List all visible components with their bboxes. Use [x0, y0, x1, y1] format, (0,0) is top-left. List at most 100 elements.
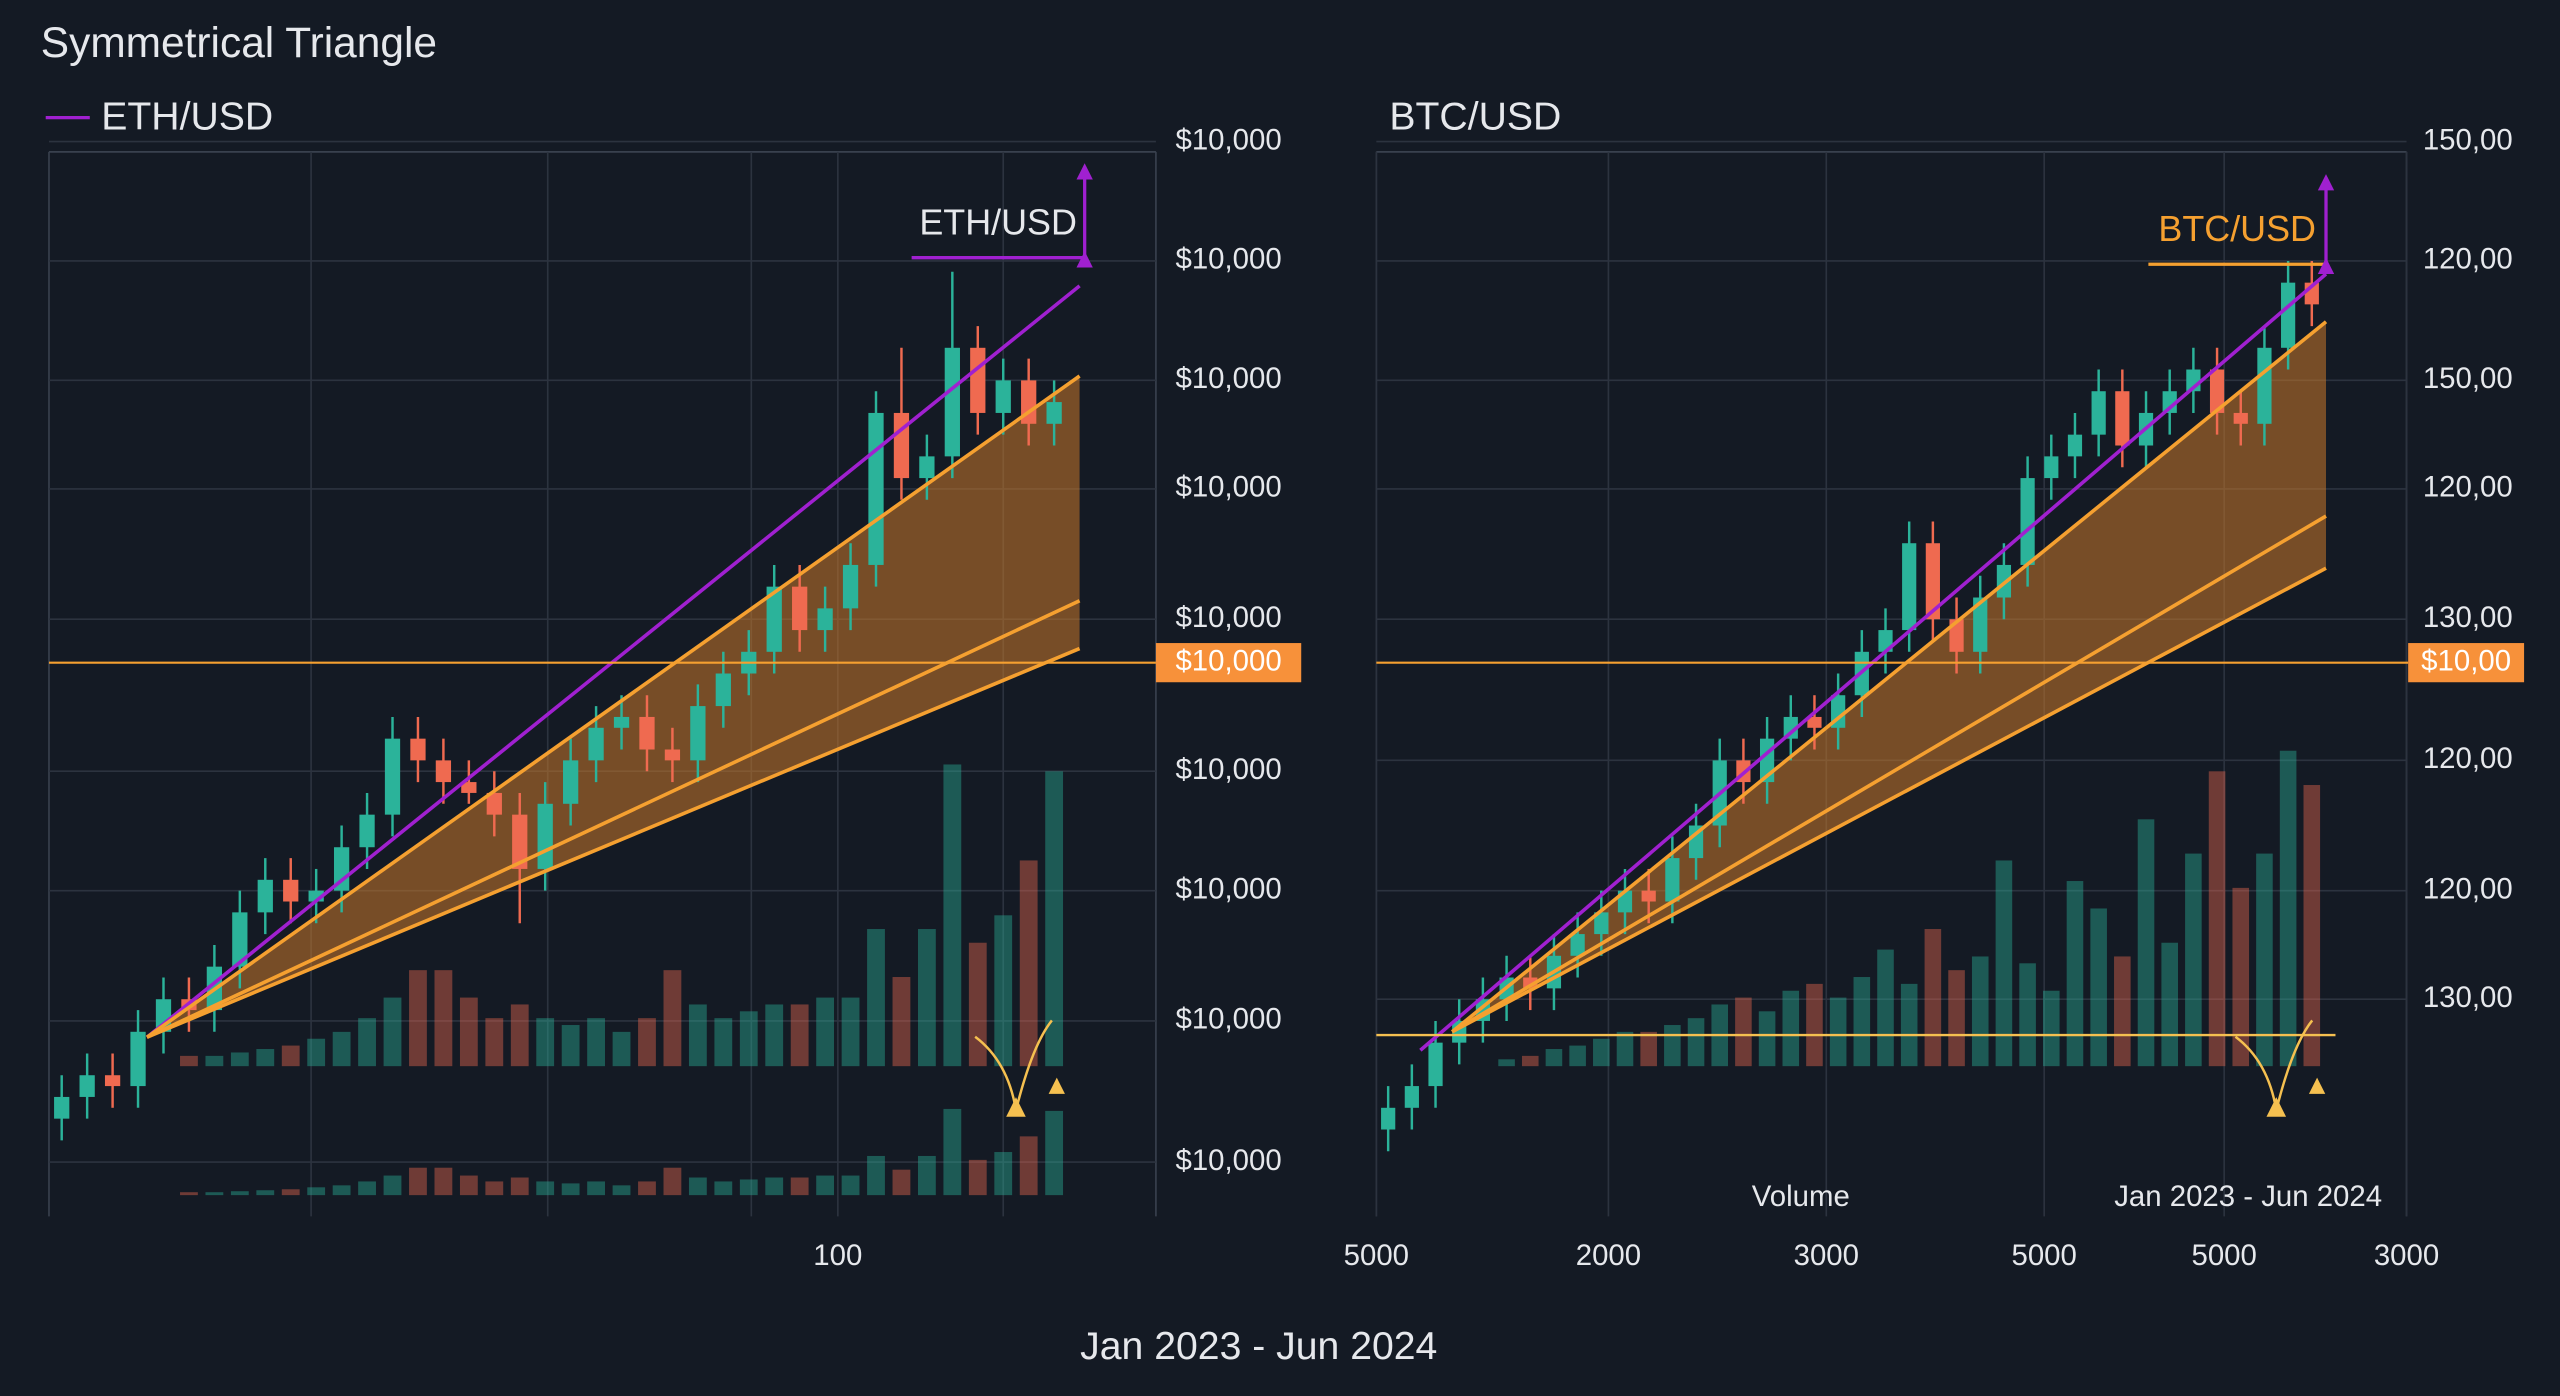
axis-note: Jan 2023 - Jun 2024 — [2114, 1180, 2382, 1213]
volume-bar — [892, 1169, 911, 1196]
candle-body — [1688, 825, 1704, 859]
trend-line — [145, 284, 1081, 1039]
volume-bar — [409, 1167, 427, 1196]
candle-body — [690, 706, 706, 761]
current-price-label: $10,00 — [2421, 644, 2511, 677]
annotation-text: ETH/USD — [919, 202, 1077, 243]
arrow-head — [1076, 251, 1093, 268]
candle-body — [842, 564, 859, 609]
volume-bar — [1545, 1049, 1563, 1067]
trend-line — [146, 646, 1081, 1039]
volume-bar — [2279, 750, 2297, 1067]
volume-bar — [459, 1175, 478, 1196]
candle-body — [1665, 858, 1680, 902]
signal-curve — [974, 1019, 1053, 1111]
y-tick-label: $10,000 — [1176, 601, 1282, 634]
candle-body — [588, 727, 604, 761]
candle-body — [995, 380, 1011, 413]
volume-bar — [714, 1018, 733, 1067]
volume-bar — [2185, 853, 2202, 1067]
volume-bar — [1948, 970, 1965, 1067]
volume-bar — [1593, 1038, 1610, 1067]
candle-body — [944, 347, 960, 457]
candle-body — [1973, 597, 1988, 652]
volume-bar — [612, 1185, 631, 1196]
candle-body — [664, 749, 681, 761]
candle-body — [257, 879, 273, 913]
candle-body — [919, 456, 935, 479]
y-tick-label: 150,00 — [2423, 362, 2513, 395]
volume-bar — [1521, 1055, 1539, 1067]
volume-bar — [1900, 983, 1918, 1067]
volume-bar — [536, 1181, 555, 1196]
candle-body — [2257, 347, 2272, 424]
y-tick-label: $10,000 — [1176, 123, 1282, 156]
volume-bar — [180, 1192, 198, 1196]
volume-bar — [1782, 990, 1800, 1067]
volume-bar — [1687, 1018, 1705, 1067]
volume-bar — [1758, 1011, 1776, 1067]
candle-body — [461, 782, 477, 793]
volume-bar — [358, 1181, 376, 1196]
volume-bar — [587, 1181, 605, 1196]
x-tick-label: 3000 — [2374, 1239, 2439, 1272]
volume-bar — [968, 942, 987, 1067]
volume-bar — [2137, 819, 2155, 1067]
volume-bar — [688, 1177, 707, 1196]
volume-bar — [2303, 785, 2321, 1067]
candle-body — [639, 716, 655, 750]
volume-bar — [1569, 1045, 1586, 1067]
arrow-head — [1076, 163, 1093, 180]
candle-body — [232, 912, 248, 967]
volume-bar — [1664, 1025, 1681, 1067]
candle-body — [104, 1075, 121, 1087]
volume-bar — [638, 1018, 656, 1067]
candle-body — [766, 586, 782, 652]
candle-body — [1902, 543, 1917, 631]
candle-body — [1046, 402, 1062, 424]
candle-body — [1949, 619, 1964, 652]
y-tick-label: $10,000 — [1176, 471, 1282, 504]
candle-body — [333, 847, 350, 891]
candle-body — [2020, 478, 2035, 565]
volume-bar — [994, 915, 1013, 1067]
volume-bar — [1640, 1031, 1657, 1067]
volume-bar — [841, 1175, 860, 1196]
y-tick-label: 120,00 — [2423, 471, 2513, 504]
volume-bar — [1498, 1059, 1515, 1067]
volume-bar — [230, 1052, 249, 1067]
y-tick-label: $10,000 — [1176, 362, 1282, 395]
candle-body — [1381, 1107, 1396, 1130]
candle-body — [1428, 1042, 1443, 1087]
candle-body — [893, 412, 910, 479]
candle-body — [2091, 391, 2106, 435]
trend-line — [145, 374, 1081, 1039]
volume-bar — [459, 997, 478, 1067]
volume-bar — [917, 1155, 936, 1196]
volume-bar — [2256, 853, 2273, 1067]
current-price-box — [1155, 643, 1302, 683]
annotation-text: BTC/USD — [2158, 208, 2316, 249]
arrow-head — [2317, 174, 2335, 191]
legend-label: ETH/USD — [101, 96, 273, 139]
volume-bar — [383, 997, 402, 1067]
volume-bar — [256, 1190, 275, 1196]
trend-line — [146, 599, 1081, 1039]
trend-line — [1450, 320, 2328, 1034]
volume-bar — [1616, 1031, 1634, 1067]
signal-marker — [1048, 1077, 1065, 1094]
volume-bar — [205, 1192, 224, 1196]
volume-bar — [561, 1025, 580, 1067]
volume-bar — [943, 764, 962, 1067]
signal-marker — [1006, 1097, 1026, 1117]
y-tick-label: $10,000 — [1176, 872, 1282, 905]
axis-note: Volume — [1752, 1180, 1850, 1213]
volume-bar — [688, 1004, 707, 1067]
volume-bar — [816, 997, 835, 1067]
y-tick-label: 130,00 — [2423, 981, 2513, 1014]
volume-bar — [1829, 997, 1847, 1067]
volume-bar — [561, 1183, 580, 1196]
y-tick-label: 120,00 — [2423, 243, 2513, 276]
